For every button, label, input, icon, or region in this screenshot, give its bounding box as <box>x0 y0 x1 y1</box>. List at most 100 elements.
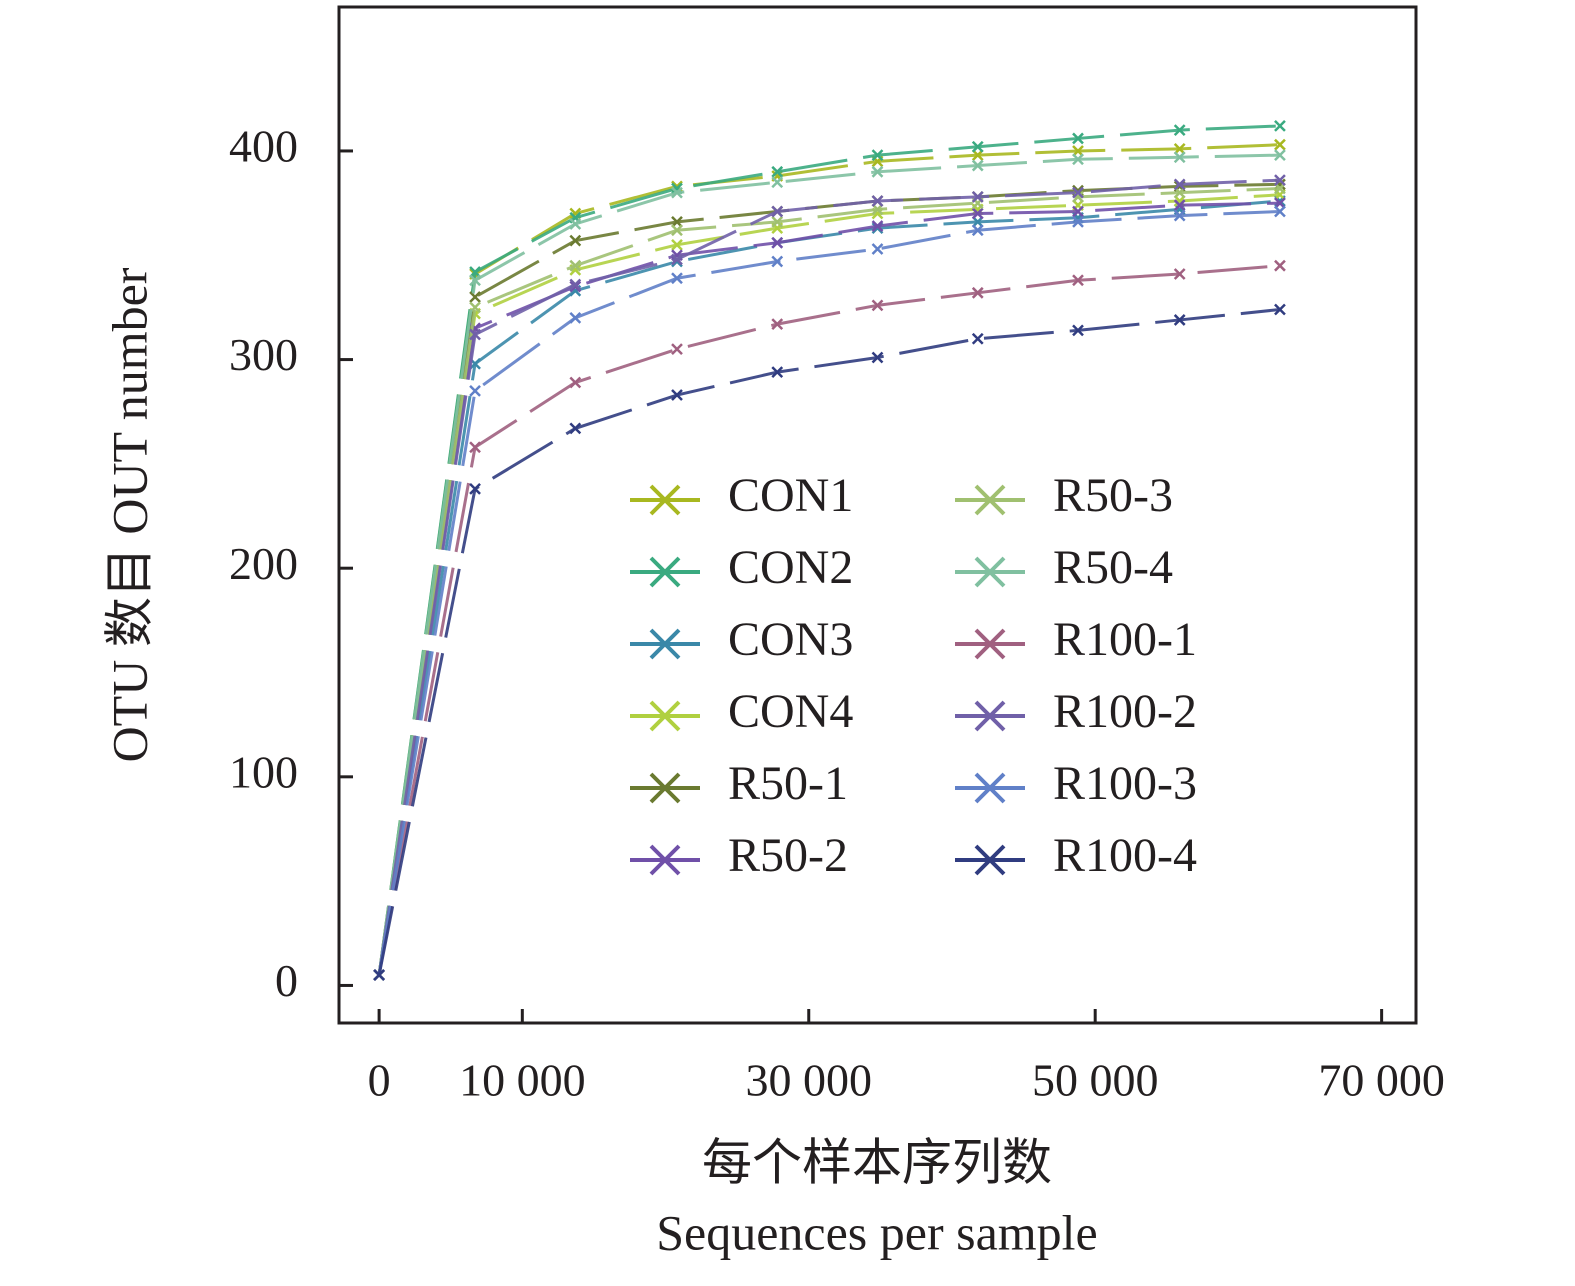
y-tick-label: 400 <box>229 121 298 172</box>
legend-label: R100-4 <box>1053 829 1197 882</box>
data-point <box>971 159 984 172</box>
data-point <box>671 389 683 401</box>
legend-marker <box>649 556 681 588</box>
data-point <box>569 311 582 324</box>
data-point <box>1173 199 1186 212</box>
data-point <box>871 195 884 207</box>
data-point <box>1072 132 1084 145</box>
data-point <box>569 422 582 435</box>
legend-label: R50-2 <box>728 829 848 882</box>
data-point <box>871 149 884 162</box>
legend-label: R100-3 <box>1053 757 1197 810</box>
data-point <box>569 278 582 291</box>
data-point <box>1072 205 1084 218</box>
data-point <box>1173 124 1186 136</box>
data-point <box>373 969 385 981</box>
data-point <box>569 259 582 272</box>
x-tick-label: 30 000 <box>746 1055 873 1106</box>
data-point <box>469 483 481 495</box>
legend-label: R50-4 <box>1053 541 1173 594</box>
legend-label: CON2 <box>728 541 853 594</box>
legend-label: CON3 <box>728 613 853 666</box>
legend-label: R50-1 <box>728 757 848 810</box>
legend-marker <box>649 772 681 804</box>
data-point <box>1072 186 1084 199</box>
legend-label: R50-3 <box>1053 469 1173 522</box>
data-point <box>1072 274 1084 287</box>
series-line <box>377 187 1281 976</box>
data-point <box>569 234 582 247</box>
legend-marker <box>974 772 1006 804</box>
data-point <box>1274 303 1286 316</box>
data-point <box>1072 324 1084 337</box>
series-line <box>377 178 1281 976</box>
data-point <box>1173 314 1186 326</box>
series-line <box>377 201 1280 976</box>
series-line <box>377 199 1281 976</box>
data-point <box>671 224 683 237</box>
legend-marker <box>649 700 681 732</box>
data-point <box>1274 120 1286 132</box>
data-point <box>1274 174 1286 187</box>
y-tick-label: 200 <box>229 538 298 589</box>
series-line <box>377 209 1281 976</box>
data-point <box>871 165 884 178</box>
data-point <box>971 286 984 299</box>
y-tick-label: 100 <box>229 746 298 797</box>
data-point <box>971 190 984 203</box>
data-point <box>1274 259 1286 272</box>
data-point <box>469 291 481 303</box>
legend-label: R100-2 <box>1053 685 1197 738</box>
data-point <box>971 332 984 345</box>
x-tick-label: 50 000 <box>1032 1055 1159 1106</box>
y-axis-label: OTU 数目 OUT number <box>101 267 157 762</box>
x-axis-label: Sequences per sample <box>656 1204 1098 1260</box>
legend-label: CON4 <box>728 685 853 738</box>
data-point <box>771 215 784 228</box>
x-axis-label: 每个样本序列数 <box>702 1134 1052 1190</box>
legend-marker <box>649 628 681 660</box>
legend-label: R100-1 <box>1053 613 1197 666</box>
data-point <box>1072 153 1084 166</box>
data-point <box>1173 151 1186 164</box>
data-point <box>771 318 784 330</box>
plot-frame <box>337 5 1418 1025</box>
legend-marker <box>974 844 1006 876</box>
data-point <box>1274 149 1286 162</box>
data-point <box>771 236 784 249</box>
data-point <box>871 299 884 312</box>
data-point <box>671 343 683 356</box>
series-line <box>377 264 1281 976</box>
legend-marker <box>974 484 1006 516</box>
data-point <box>671 238 683 251</box>
data-point <box>1173 209 1186 222</box>
data-point <box>569 218 582 230</box>
legend-marker <box>649 844 681 876</box>
data-point <box>771 366 784 378</box>
data-point <box>569 280 582 293</box>
data-point <box>771 165 784 178</box>
data-point <box>871 351 884 364</box>
data-point <box>1072 215 1084 228</box>
series-line <box>377 308 1281 976</box>
x-tick-label: 0 <box>368 1055 391 1106</box>
y-tick-label: 300 <box>229 329 298 380</box>
data-point <box>871 220 884 232</box>
data-point <box>771 176 784 189</box>
series-line <box>377 124 1281 976</box>
data-point <box>671 186 683 199</box>
data-point <box>469 441 481 454</box>
data-point <box>971 140 984 153</box>
data-point <box>971 207 984 220</box>
x-tick-label: 70 000 <box>1318 1055 1445 1106</box>
legend-marker <box>649 484 681 516</box>
data-point <box>469 328 481 341</box>
y-tick-label: 0 <box>275 955 298 1006</box>
data-point <box>1173 268 1186 280</box>
legend-label: CON1 <box>728 469 853 522</box>
series-line <box>377 143 1281 976</box>
data-point <box>569 376 582 389</box>
data-point <box>671 272 683 285</box>
series-line <box>377 193 1281 976</box>
legend-marker <box>974 700 1006 732</box>
